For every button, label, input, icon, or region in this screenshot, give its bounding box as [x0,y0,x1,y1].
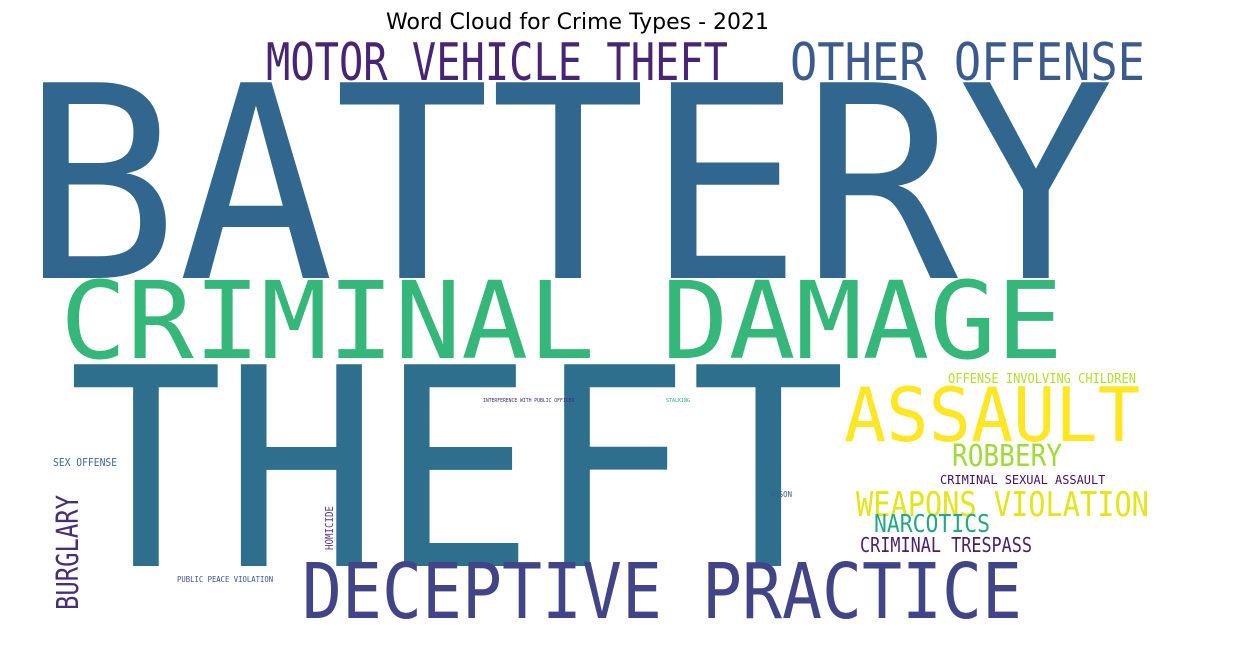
word-arson: ARSON [770,490,792,500]
word-offense-involving-children: OFFENSE INVOLVING CHILDREN [948,371,1136,387]
word-deceptive-practice: DECEPTIVE PRACTICE [302,546,1022,636]
word-burglary: BURGLARY [51,495,85,610]
word-assault: ASSAULT [844,372,1140,460]
word-theft: THEFT [68,310,846,632]
word-other-offense: OTHER OFFENSE [790,32,1145,93]
word-criminal-sexual-assault: CRIMINAL SEXUAL ASSAULT [940,473,1106,487]
word-robbery: ROBBERY [952,438,1062,473]
word-criminal-trespass: CRIMINAL TRESPASS [860,534,1032,557]
word-criminal-damage: CRIMINAL DAMAGE [60,259,1063,384]
word-sex-offense: SEX OFFENSE [53,456,117,469]
word-narcotics: NARCOTICS [874,511,990,539]
word-battery: BATTERY [22,30,1114,342]
word-homicide: HOMICIDE [324,506,336,550]
word-stalking: STALKING [666,398,690,404]
word-public-peace-violation: PUBLIC PEACE VIOLATION [177,575,273,585]
word-motor-vehicle-theft: MOTOR VEHICLE THEFT [266,32,728,92]
word-weapons-violation: WEAPONS VIOLATION [856,486,1149,525]
word-interference-with-public-officer: INTERFERENCE WITH PUBLIC OFFICER [483,398,575,404]
chart-title: Word Cloud for Crime Types - 2021 [385,10,769,35]
